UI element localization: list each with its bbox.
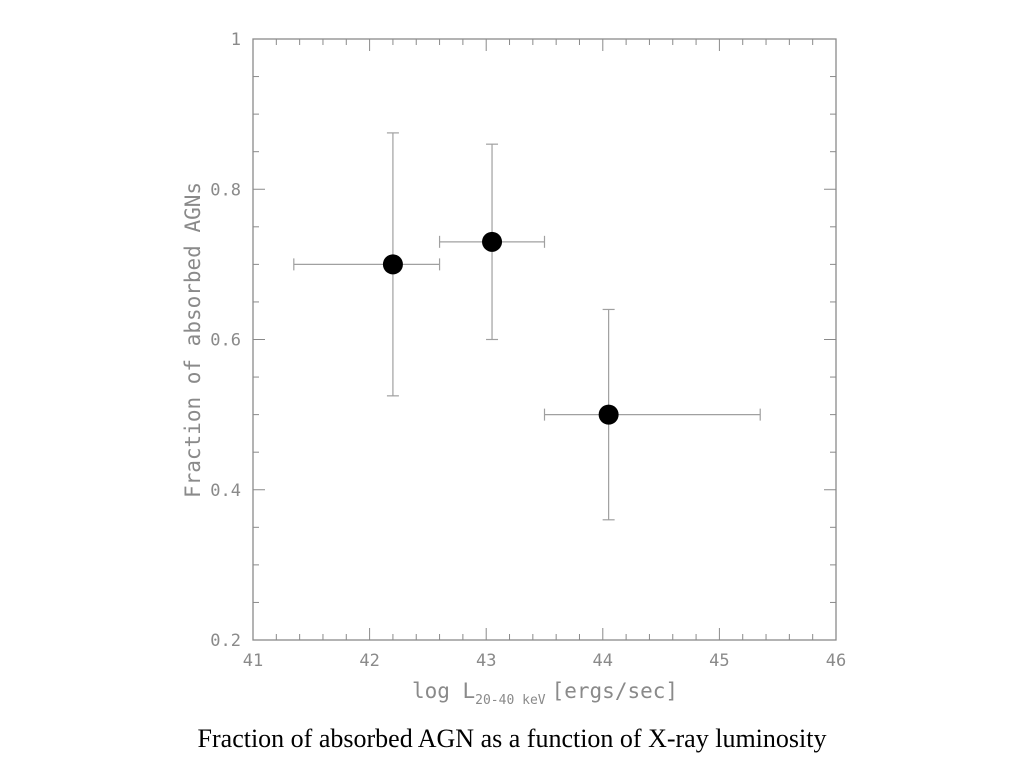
tick-labels: 41 42 43 44 45 46 0.2 0.4 0.6 0.8 1 <box>210 30 846 671</box>
x-tick-label: 43 <box>476 651 496 671</box>
data-point <box>598 404 619 425</box>
y-tick-label: 0.6 <box>210 331 241 351</box>
y-tick-label: 0.8 <box>210 180 241 200</box>
x-axis-title: log L20-40 keV [ergs/sec] <box>412 679 678 708</box>
data-point <box>482 231 503 252</box>
plot-frame <box>252 38 837 641</box>
x-tick-label: 42 <box>359 651 379 671</box>
plot-border <box>252 38 837 641</box>
figure-caption: Fraction of absorbed AGN as a function o… <box>197 724 827 753</box>
data-points <box>382 231 619 425</box>
x-tick-label: 46 <box>826 651 846 671</box>
y-axis-title: Fraction of absorbed AGNs <box>181 182 205 498</box>
data-point <box>382 254 403 275</box>
y-tick-label: 0.4 <box>210 481 241 501</box>
axis-ticks <box>252 38 837 641</box>
error-bars <box>293 132 761 521</box>
x-tick-label: 44 <box>593 651 613 671</box>
y-tick-label: 1 <box>231 30 241 50</box>
x-tick-label: 45 <box>709 651 729 671</box>
y-tick-label: 0.2 <box>210 631 241 651</box>
x-tick-label: 41 <box>243 651 263 671</box>
